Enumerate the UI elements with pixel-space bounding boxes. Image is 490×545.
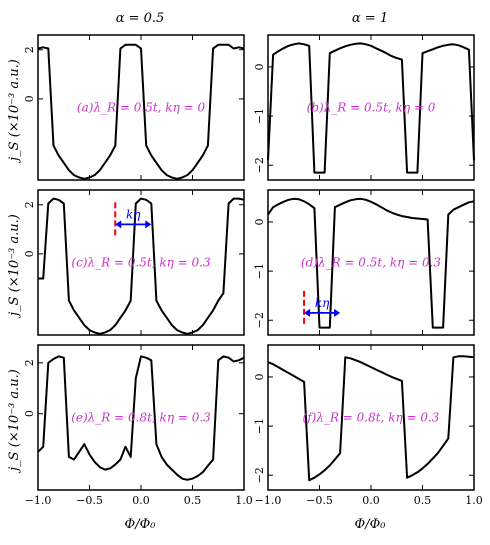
column-title-left: α = 0.5 [116,11,165,26]
x-tick-label: 1.0 [465,494,483,507]
x-tick-label: −0.5 [76,494,103,507]
arrow-head-right [145,220,152,229]
arrow-head-left [115,220,122,229]
k-eta-label: kη [315,296,330,310]
x-tick-label: 0.5 [184,494,202,507]
y-tick-label: −2 [253,467,266,483]
arrow-head-right [334,308,341,317]
y-tick-label: −2 [253,312,266,328]
y-tick-label: 2 [23,201,36,208]
x-axis-label-right: Φ/Φ₀ [355,517,387,532]
y-tick-label: −1 [253,108,266,124]
x-tick-label: 1.0 [235,494,253,507]
y-tick-label: 0 [23,410,36,417]
panels: 2 0 (a)λ_R = 0.5t, kη = 0 0 −1 −2 (b)λ_R = 0.5… [23,34,483,507]
k-eta-label: kη [126,207,141,221]
panel-annotation: (f)λ_R = 0.8t, kη = 0.3 [303,411,440,425]
y-tick-label: −1 [253,263,266,279]
y-tick-label: −2 [253,157,266,173]
y-tick-label: 0 [253,218,266,225]
y-tick-label: 0 [253,373,266,380]
y-tick-label: 2 [23,359,36,366]
column-title-right: α = 1 [352,11,388,26]
series-line [267,355,475,482]
x-tick-label: 0.0 [132,494,150,507]
panel-e: 2 0 −1.0 −0.5 0.0 0.5 1.0 (e)λ_R = 0.8t, kη = 0… [23,344,253,507]
panel-a: 2 0 (a)λ_R = 0.5t, kη = 0 [23,34,245,181]
panel-annotation: (d)λ_R = 0.5t, kη = 0.3 [301,256,441,270]
panel-c: 2 0 (c)λ_R = 0.5t, kη = 0.3 [23,189,245,336]
series-line [37,355,245,481]
series-line [37,43,245,180]
x-tick-label: −0.5 [306,494,333,507]
panel-annotation: (e)λ_R = 0.8t, kη = 0.3 [71,411,211,425]
y-tick-label: 0 [253,63,266,70]
k-eta-marker: kη [303,290,341,327]
panel-annotation: (c)λ_R = 0.5t, kη = 0.3 [71,256,211,270]
x-tick-label: 0.0 [362,494,380,507]
y-tick-label: 0 [23,250,36,257]
panel-b: 0 −1 −2 (b)λ_R = 0.5t, kη = 0 [253,34,475,181]
series-line [267,42,475,174]
arrow-head-left [304,308,311,317]
y-tick-label: 2 [23,46,36,53]
x-tick-label: −1.0 [25,494,52,507]
series-line [38,197,245,335]
k-eta-marker: kη [114,202,152,239]
panel-annotation: (b)λ_R = 0.5t, kη = 0 [307,101,436,115]
panel-d: 0 −1 −2 (d)λ_R = 0.5t, kη = 0.3 [253,189,475,336]
y-axis-label-row3: j_S (×10⁻³ a.u.) [7,369,22,474]
panel-f: 0 −1 −2 −1.0 −0.5 0.0 0.5 1.0 (f)λ_R = 0.8t, kη … [253,344,483,507]
y-tick-label: −1 [253,418,266,434]
series-line [267,197,475,329]
x-tick-label: −1.0 [255,494,282,507]
panel-annotation: (a)λ_R = 0.5t, kη = 0 [77,101,206,115]
y-axis-label-row2: j_S (×10⁻³ a.u.) [7,214,22,319]
x-tick-label: 0.5 [414,494,432,507]
y-tick-label: 0 [23,95,36,102]
x-axis-label-left: Φ/Φ₀ [125,517,157,532]
y-axis-label-row1: j_S (×10⁻³ a.u.) [7,59,22,164]
